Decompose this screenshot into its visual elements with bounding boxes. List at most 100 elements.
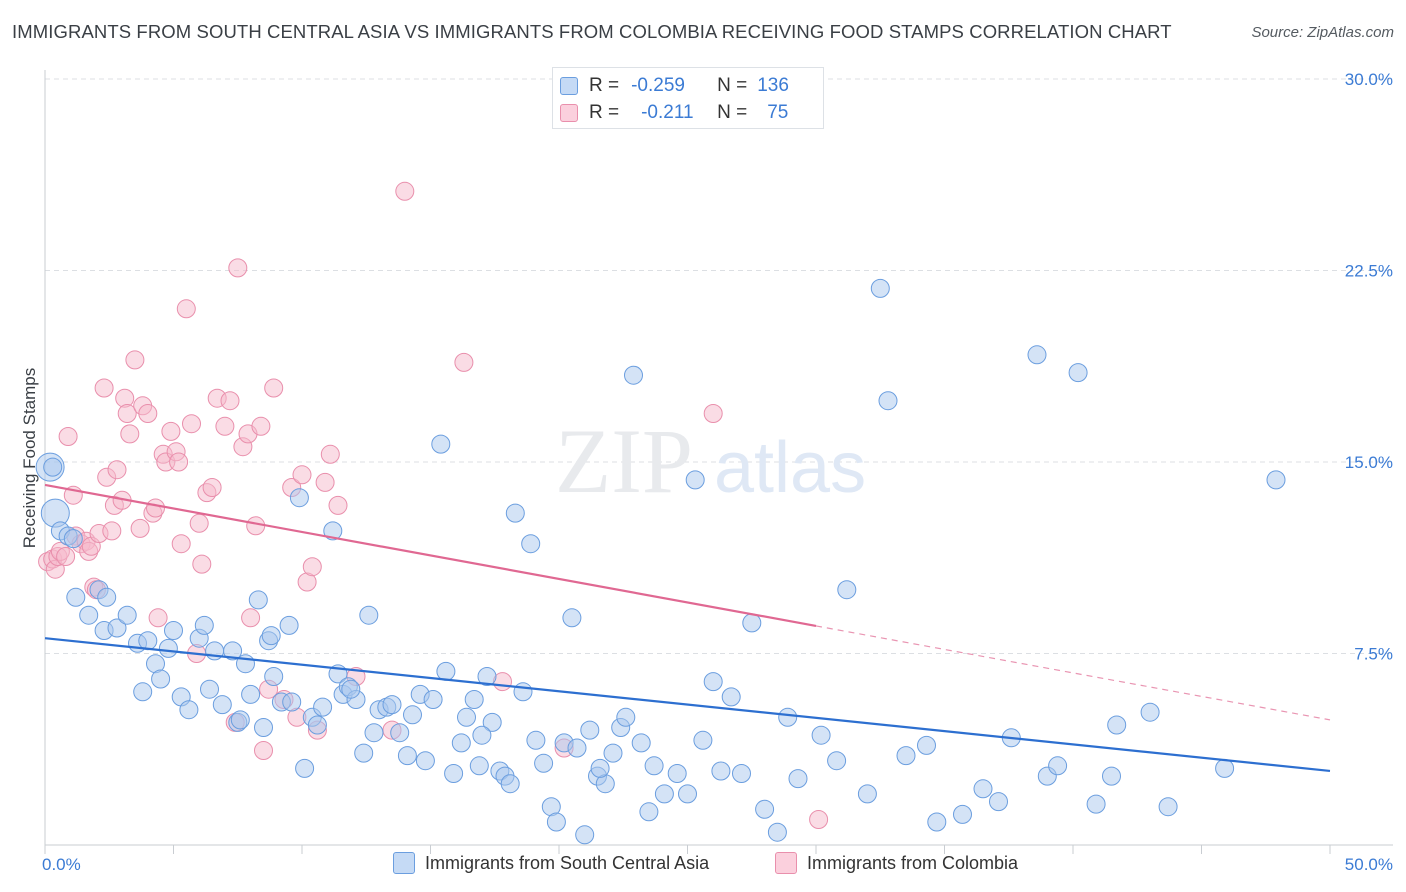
data-point	[580, 720, 600, 740]
data-point	[721, 687, 741, 707]
data-point	[397, 746, 417, 766]
data-point	[169, 452, 189, 472]
data-point	[693, 730, 713, 750]
data-point	[403, 705, 422, 725]
data-point	[323, 521, 343, 541]
r-label: R =	[589, 75, 620, 96]
data-point	[220, 391, 240, 411]
n-value: 136	[757, 75, 789, 96]
data-point	[603, 743, 623, 763]
data-point	[423, 690, 443, 709]
watermark-atlas: atlas	[714, 428, 866, 508]
data-point	[282, 692, 302, 712]
trend-line-south-central-asia	[44, 637, 1331, 773]
trend-line-colombia-extension	[815, 625, 1331, 721]
data-point	[295, 758, 315, 778]
data-point	[521, 534, 541, 554]
data-point	[1068, 363, 1088, 383]
data-point	[94, 378, 114, 398]
source-label: Source: ZipAtlas.com	[1251, 24, 1394, 41]
data-point	[1027, 345, 1047, 365]
y-tick-label: 30.0%	[1345, 70, 1393, 89]
series-south-central-asia	[35, 278, 1286, 845]
data-point	[457, 707, 476, 727]
blue-swatch	[393, 852, 415, 874]
chart-title: IMMIGRANTS FROM SOUTH CENTRAL ASIA VS IM…	[12, 21, 1172, 42]
data-point	[1048, 756, 1068, 776]
data-point	[194, 615, 214, 635]
data-point	[289, 488, 309, 508]
data-point	[472, 725, 492, 745]
data-point	[246, 516, 266, 536]
data-point	[1215, 758, 1235, 778]
trend-lines	[44, 483, 1331, 773]
data-point	[133, 682, 153, 702]
data-point	[590, 758, 610, 778]
data-point	[254, 741, 273, 760]
data-point	[202, 478, 222, 497]
data-point	[130, 518, 150, 538]
data-point	[711, 761, 731, 781]
data-point	[562, 608, 582, 628]
data-point	[248, 590, 268, 610]
data-point	[107, 618, 127, 638]
r-value: -0.259	[631, 75, 685, 96]
data-point	[464, 690, 484, 709]
data-point	[161, 421, 181, 441]
data-point	[364, 723, 384, 743]
data-point	[639, 802, 659, 822]
data-point	[644, 756, 664, 776]
data-point	[43, 457, 63, 477]
data-point	[56, 547, 76, 566]
data-point	[870, 278, 890, 298]
bottom-legend-south-central-asia: Immigrants from South Central Asia	[393, 852, 709, 874]
data-point	[546, 812, 566, 832]
data-point	[138, 631, 158, 651]
data-point	[809, 810, 829, 829]
data-point	[390, 723, 410, 743]
r-value: -0.211	[641, 102, 694, 123]
pink-swatch	[775, 852, 797, 874]
data-point	[1086, 794, 1106, 814]
data-point	[989, 792, 1008, 812]
data-point	[395, 181, 415, 201]
watermark: ZIP atlas	[555, 410, 866, 512]
data-point	[631, 733, 651, 753]
data-point	[878, 391, 898, 411]
data-point	[307, 715, 327, 735]
data-point	[703, 404, 723, 423]
data-point	[313, 697, 333, 717]
blue-swatch	[560, 77, 578, 95]
data-point	[176, 299, 196, 319]
data-point	[179, 700, 199, 720]
data-point	[241, 608, 261, 628]
data-point	[575, 825, 595, 845]
data-point	[767, 822, 787, 842]
data-point	[444, 764, 464, 783]
trend-line-colombia	[44, 483, 817, 628]
data-point	[469, 756, 489, 776]
data-point	[117, 605, 137, 625]
data-point	[778, 707, 798, 727]
data-point	[567, 738, 587, 758]
data-point	[927, 812, 947, 832]
data-point	[1140, 702, 1160, 722]
data-point	[223, 641, 243, 661]
data-point	[302, 557, 322, 577]
data-point	[811, 725, 831, 745]
watermark-zip: ZIP	[555, 410, 693, 512]
data-point	[341, 679, 361, 699]
y-tick-label: 7.5%	[1354, 645, 1393, 664]
data-point	[755, 799, 775, 819]
data-point	[261, 626, 281, 646]
data-point	[215, 416, 235, 436]
data-point	[320, 444, 340, 464]
series-colombia	[38, 181, 829, 829]
data-point	[315, 472, 335, 492]
data-point	[138, 404, 158, 423]
data-point	[415, 751, 435, 771]
data-point	[837, 580, 857, 600]
data-point	[431, 434, 451, 454]
tick-labels: 7.5% 15.0% 22.5% 30.0% 0.0% 50.0%	[42, 70, 1393, 874]
data-point	[79, 605, 99, 625]
